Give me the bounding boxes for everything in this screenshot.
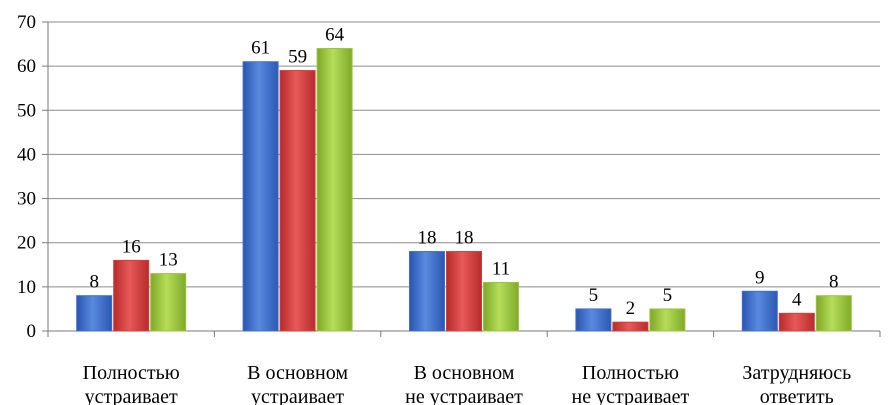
category-label: не устраивает xyxy=(572,386,690,405)
data-label: 9 xyxy=(755,267,765,288)
y-tick-label: 40 xyxy=(17,144,36,165)
y-tick-label: 30 xyxy=(17,189,36,210)
y-tick-label: 50 xyxy=(17,100,36,121)
data-label: 11 xyxy=(492,258,510,279)
y-tick-label: 60 xyxy=(17,56,36,77)
category-label: В основном xyxy=(247,362,348,384)
category-label: не устраивает xyxy=(405,386,523,405)
bar xyxy=(612,321,649,332)
bar xyxy=(242,61,279,332)
data-label: 61 xyxy=(251,38,270,59)
y-tick-label: 20 xyxy=(17,233,36,254)
data-label: 8 xyxy=(829,272,839,293)
category-label: ответить xyxy=(760,386,834,405)
category-label: В основном xyxy=(414,362,515,384)
data-label: 13 xyxy=(159,250,178,271)
bar xyxy=(316,47,353,332)
data-label: 16 xyxy=(122,236,141,257)
category-label: Затрудняюсь xyxy=(742,362,851,384)
data-label: 18 xyxy=(455,228,474,249)
bars xyxy=(76,47,852,332)
bar xyxy=(279,70,316,332)
labels: 0 10 20 30 40 50 60 70 8 16 13 Полностью устраивает 6… xyxy=(17,12,851,405)
data-label: 4 xyxy=(792,289,802,310)
bar xyxy=(575,308,612,332)
y-tick-label: 0 xyxy=(27,321,37,342)
bar xyxy=(446,251,482,332)
bar xyxy=(649,308,686,332)
data-label: 5 xyxy=(589,285,599,306)
bar xyxy=(76,295,113,332)
data-label: 5 xyxy=(663,285,673,306)
category-label: устраивает xyxy=(251,386,344,405)
y-tick-label: 70 xyxy=(17,12,36,33)
bar xyxy=(150,273,187,332)
data-label: 18 xyxy=(418,228,437,249)
bar xyxy=(409,251,445,332)
bar xyxy=(815,295,852,332)
data-label: 8 xyxy=(89,272,99,293)
category-label: Полностью xyxy=(83,362,180,384)
bar xyxy=(741,290,778,332)
bar xyxy=(113,259,150,332)
category-label: устраивает xyxy=(85,386,178,405)
gridlines xyxy=(48,21,880,288)
data-label: 59 xyxy=(288,47,307,68)
bar xyxy=(483,281,519,332)
data-label: 2 xyxy=(626,298,636,319)
bar xyxy=(778,312,815,332)
data-label: 64 xyxy=(325,24,345,45)
y-tick-label: 10 xyxy=(17,277,36,298)
category-label: Полностью xyxy=(582,362,679,384)
